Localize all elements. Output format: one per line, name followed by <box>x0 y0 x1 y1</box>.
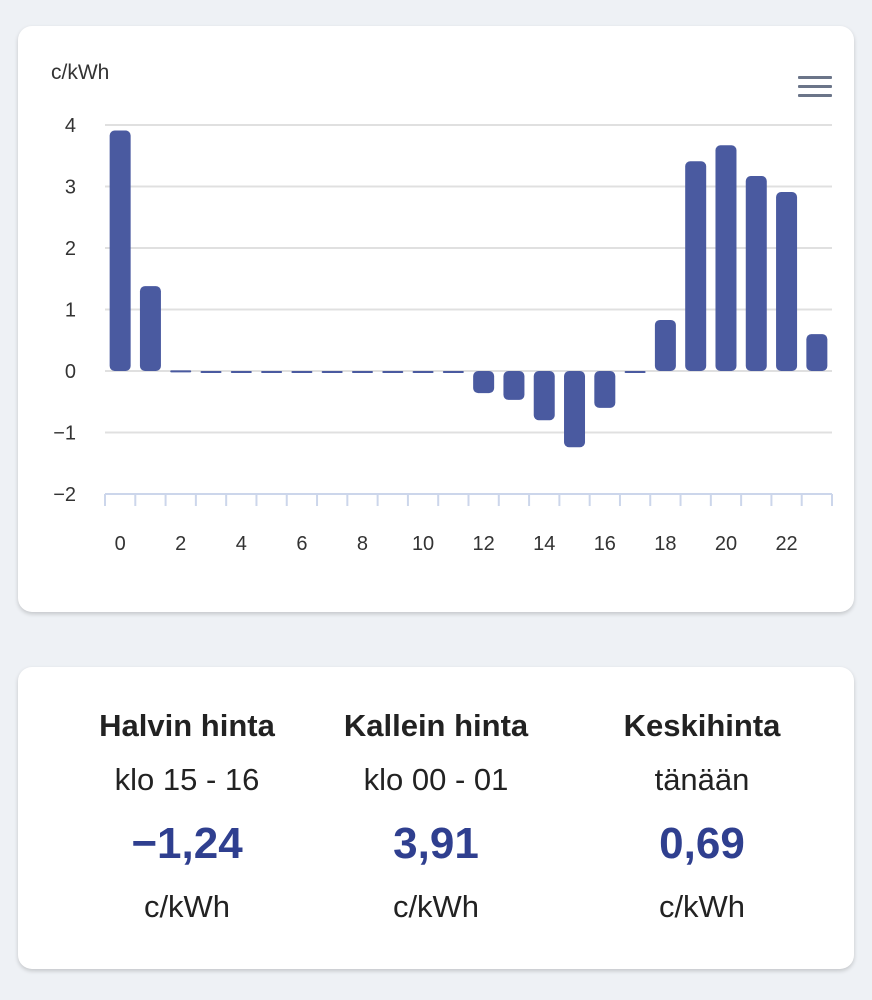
stat-subtitle: tänään <box>654 762 750 797</box>
bar-hour-11 <box>442 371 464 373</box>
bar-hour-23 <box>806 334 828 371</box>
bar-hour-5 <box>261 371 283 373</box>
bar-hour-18 <box>654 319 676 371</box>
bar-hour-12 <box>473 371 495 394</box>
stat-value: −1,24 <box>131 819 243 868</box>
stat-unit: c/kWh <box>143 889 231 924</box>
stat-unit: c/kWh <box>392 889 480 924</box>
x-tick-label: 12 <box>473 533 495 555</box>
x-tick-label: 20 <box>715 533 737 555</box>
bar-hour-20 <box>715 145 737 371</box>
bar-hour-14 <box>533 371 555 421</box>
y-tick-label: 0 <box>65 361 76 383</box>
bar-hour-16 <box>594 371 616 408</box>
y-tick-label: −1 <box>53 423 76 445</box>
y-tick-label: 3 <box>65 177 76 199</box>
bar-hour-15 <box>564 371 586 448</box>
x-tick-label: 2 <box>175 533 186 555</box>
price-chart-card: c/kWh 4 3 2 1 0 −1 −2 0 2 4 6 8 10 12 14 16 18 20 22 <box>18 26 854 612</box>
bar-hour-9 <box>382 371 404 373</box>
x-tick-label: 18 <box>654 533 676 555</box>
bar-hour-19 <box>685 161 707 371</box>
stat-unit: c/kWh <box>658 889 746 924</box>
y-tick-label: 4 <box>65 115 76 137</box>
stat-title: Keskihinta <box>623 708 781 743</box>
bar-hour-22 <box>776 192 798 371</box>
bar-hour-4 <box>230 371 252 373</box>
bar-hour-21 <box>745 176 767 371</box>
bar-hour-10 <box>412 371 434 373</box>
bar-hour-2 <box>170 370 192 373</box>
y-tick-label: 1 <box>65 300 76 322</box>
x-tick-label: 8 <box>357 533 368 555</box>
x-tick-label: 16 <box>594 533 616 555</box>
price-stats-card: Halvin hinta klo 15 - 16 −1,24 c/kWh Kal… <box>18 667 854 969</box>
y-tick-label: −2 <box>53 484 76 506</box>
bar-hour-13 <box>503 371 525 400</box>
y-tick-label: 2 <box>65 238 76 260</box>
x-tick-label: 4 <box>236 533 247 555</box>
x-tick-label: 14 <box>533 533 555 555</box>
x-tick-label: 0 <box>115 533 126 555</box>
bar-hour-6 <box>291 371 313 373</box>
bar-hour-7 <box>321 371 343 373</box>
y-axis-label: c/kWh <box>51 61 109 84</box>
hamburger-menu-icon[interactable] <box>798 76 834 100</box>
stat-subtitle: klo 15 - 16 <box>114 762 260 797</box>
stat-subtitle: klo 00 - 01 <box>363 762 509 797</box>
stat-value: 0,69 <box>659 819 745 868</box>
stat-value: 3,91 <box>393 819 479 868</box>
bar-hour-0 <box>109 130 131 371</box>
x-tick-label: 10 <box>412 533 434 555</box>
bar-hour-17 <box>624 371 646 373</box>
bar-hour-3 <box>200 371 222 373</box>
bar-hour-1 <box>139 286 161 371</box>
stat-title: Halvin hinta <box>99 708 275 743</box>
x-tick-label: 6 <box>296 533 307 555</box>
stat-title: Kallein hinta <box>343 708 529 743</box>
bar-hour-8 <box>351 371 373 373</box>
x-tick-label: 22 <box>775 533 797 555</box>
